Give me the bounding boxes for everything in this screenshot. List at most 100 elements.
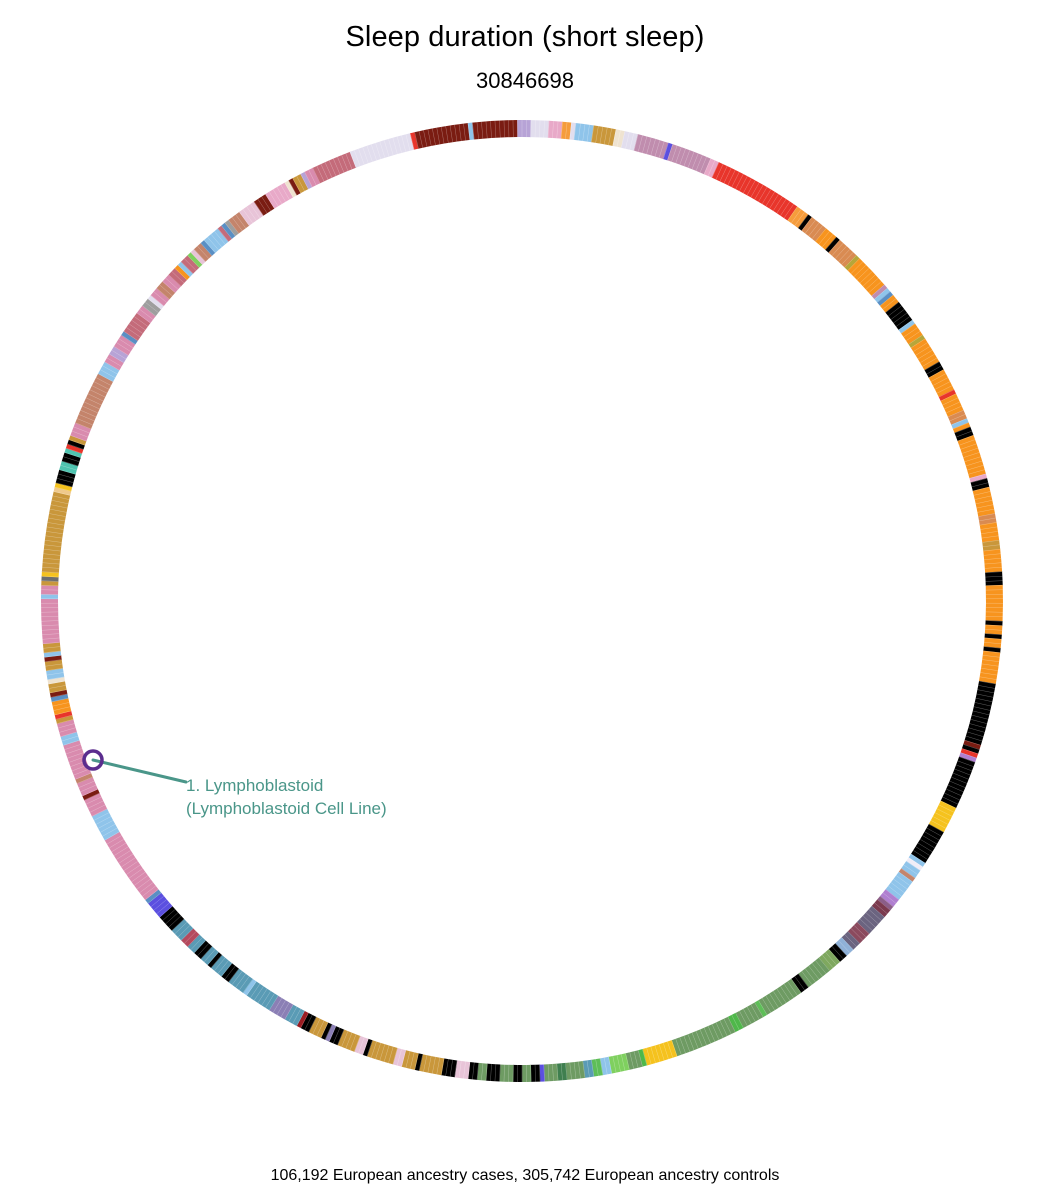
ring-segment[interactable] [928,369,955,398]
ring-segment[interactable] [978,650,1001,685]
ring-segment[interactable] [54,710,73,720]
ring-segment[interactable] [910,823,944,864]
ring-segment[interactable] [969,473,988,483]
ring-segment[interactable] [284,180,298,198]
ring-segment[interactable] [530,120,550,138]
ring-segment[interactable] [366,1040,398,1065]
ring-segment[interactable] [42,642,61,654]
ring-segment[interactable] [898,868,916,883]
ring-segment[interactable] [834,937,854,957]
ring-segment[interactable] [65,443,84,454]
ring-segment[interactable] [947,409,968,426]
ring-segment[interactable] [621,131,639,151]
ring-segment[interactable] [349,133,415,168]
ring-segment[interactable] [187,934,206,954]
ring-segment[interactable] [637,1049,648,1067]
ring-segment[interactable] [55,469,76,488]
ring-segment[interactable] [727,1012,744,1033]
ring-segment[interactable] [362,1038,373,1057]
ring-segment[interactable] [300,1012,317,1033]
ring-segment[interactable] [221,222,236,239]
ring-segment[interactable] [499,1064,514,1082]
ring-segment[interactable] [292,173,309,194]
ring-segment[interactable] [573,123,595,143]
ring-segment[interactable] [879,294,900,313]
ring-segment[interactable] [246,981,279,1011]
ring-segment[interactable] [582,1059,595,1078]
ring-segment[interactable] [253,193,275,216]
ring-segment[interactable] [485,1063,501,1082]
ring-segment[interactable] [414,123,471,149]
ring-segment[interactable] [954,426,974,442]
ring-segment[interactable] [517,120,523,138]
ring-segment[interactable] [871,284,888,300]
ring-segment[interactable] [871,899,891,918]
ring-segment[interactable] [984,624,1003,636]
ring-segment[interactable] [924,361,944,379]
ring-segment[interactable] [472,120,518,140]
ring-segment[interactable] [556,1062,568,1081]
ring-segment[interactable] [63,739,92,780]
ring-segment[interactable] [41,491,71,574]
ring-segment[interactable] [53,486,72,496]
ring-segment[interactable] [908,334,926,349]
ring-segment[interactable] [608,1053,630,1074]
ring-segment[interactable] [109,346,129,363]
ring-segment[interactable] [856,905,885,935]
ring-segment[interactable] [663,142,674,161]
ring-segment[interactable] [162,274,182,293]
ring-segment[interactable] [82,788,100,801]
ring-segment[interactable] [168,267,188,287]
ring-segment[interactable] [898,319,916,334]
ring-segment[interactable] [239,201,264,226]
ring-segment[interactable] [91,808,120,841]
ring-segment[interactable] [54,482,73,492]
ring-segment[interactable] [41,571,59,578]
ring-segment[interactable] [190,248,206,265]
ring-segment[interactable] [979,522,1000,543]
ring-segment[interactable] [543,1063,559,1082]
ring-segment[interactable] [957,435,986,479]
ring-segment[interactable] [221,963,240,983]
ring-segment[interactable] [144,889,162,904]
ring-segment[interactable] [910,338,940,371]
ring-segment[interactable] [547,120,563,139]
ring-segment[interactable] [874,287,891,303]
ring-segment[interactable] [972,486,996,517]
ring-segment[interactable] [905,857,923,872]
ring-segment[interactable] [328,1025,345,1046]
ring-segment[interactable] [625,1050,643,1070]
ring-segment[interactable] [142,298,162,317]
ring-segment[interactable] [467,1062,479,1080]
ring-segment[interactable] [818,949,841,971]
ring-segment[interactable] [75,373,114,430]
ring-segment[interactable] [758,978,802,1016]
ring-segment[interactable] [324,1024,337,1042]
ring-segment[interactable] [877,291,894,307]
ring-segment[interactable] [885,301,913,331]
ring-segment[interactable] [565,1060,586,1080]
ring-segment[interactable] [985,571,1003,587]
ring-segment[interactable] [97,361,120,382]
ring-segment[interactable] [177,261,194,277]
ring-segment[interactable] [414,1053,423,1071]
ring-segment[interactable] [47,676,66,685]
ring-segment[interactable] [928,800,957,833]
ring-segment[interactable] [51,697,72,716]
ring-segment[interactable] [983,637,1002,649]
annotation-circle-marker[interactable] [82,749,104,771]
ring-segment[interactable] [44,659,63,671]
ring-segment[interactable] [951,418,969,430]
ring-segment[interactable] [41,580,59,587]
ring-segment[interactable] [901,323,923,345]
ring-segment[interactable] [242,978,257,996]
ring-segment[interactable] [200,946,219,966]
ring-segment[interactable] [268,995,294,1020]
ring-segment[interactable] [940,756,976,809]
ring-segment[interactable] [180,255,200,274]
ring-segment[interactable] [879,889,900,908]
ring-segment[interactable] [591,1058,604,1077]
ring-segment[interactable] [171,918,194,941]
ring-segment[interactable] [46,667,65,680]
ring-segment[interactable] [985,620,1003,627]
